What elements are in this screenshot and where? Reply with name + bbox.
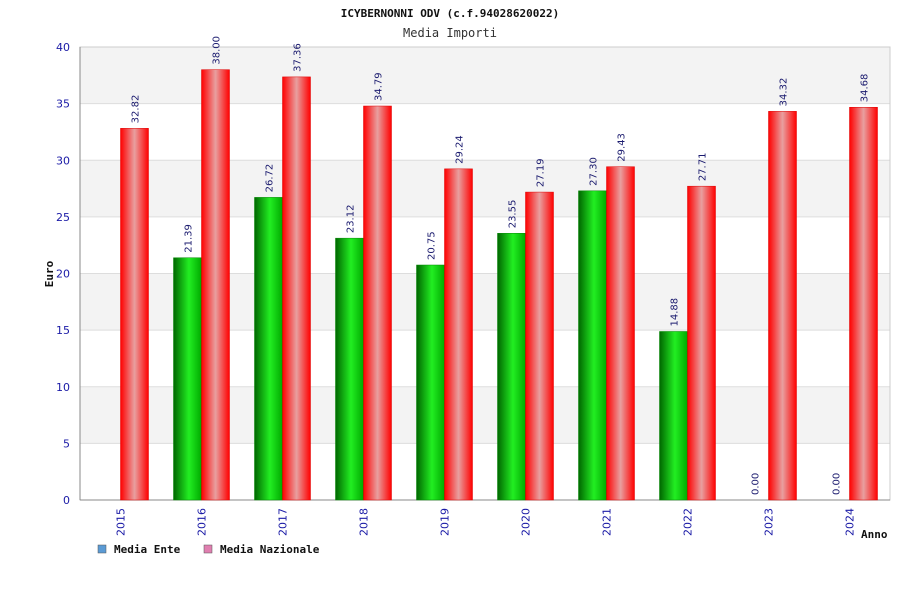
data-label: 26.72 [265, 164, 276, 193]
data-label: 29.43 [617, 133, 628, 162]
data-label: 27.71 [698, 153, 709, 182]
legend-swatch [97, 544, 107, 554]
y-axis-ticks: 0 5 10 15 20 25 30 35 40 [56, 41, 70, 507]
bar-media-nazionale [120, 128, 149, 501]
data-label: 34.68 [860, 74, 871, 103]
data-label: 32.82 [131, 95, 142, 124]
data-label: 20.75 [427, 231, 438, 260]
x-axis-label: Anno [861, 528, 888, 541]
data-label: 34.32 [779, 78, 790, 107]
y-tick-label: 15 [56, 324, 70, 337]
y-tick-label: 40 [56, 41, 70, 54]
data-label: 0.00 [751, 473, 762, 495]
bar-media-nazionale [687, 185, 716, 501]
legend: Media Ente Media Nazionale [97, 543, 320, 556]
y-tick-label: 25 [56, 211, 70, 224]
bar-media-ente [578, 190, 607, 501]
bar-media-nazionale [444, 168, 473, 501]
chart-title: ICYBERNONNI ODV (c.f.94028620022) [341, 7, 560, 20]
x-tick-label: 2022 [682, 508, 695, 536]
bar-media-ente [659, 331, 688, 501]
x-tick-label: 2020 [520, 508, 533, 536]
x-tick-label: 2018 [358, 508, 371, 536]
data-label: 29.24 [455, 135, 466, 164]
data-label: 0.00 [832, 473, 843, 495]
bars [120, 69, 878, 501]
legend-label: Media Ente [114, 543, 181, 556]
x-tick-label: 2021 [601, 508, 614, 536]
x-tick-label: 2023 [763, 508, 776, 536]
y-tick-label: 20 [56, 268, 70, 281]
data-label: 38.00 [212, 36, 223, 65]
bar-media-nazionale [606, 166, 635, 501]
bar-media-nazionale [849, 106, 878, 501]
x-tick-label: 2024 [844, 508, 857, 536]
bar-media-ente [497, 233, 526, 501]
x-tick-label: 2019 [439, 508, 452, 536]
bar-media-nazionale [201, 69, 230, 501]
bar-media-ente [173, 257, 202, 501]
y-tick-label: 5 [63, 437, 70, 450]
bar-media-nazionale [525, 191, 554, 501]
data-label: 21.39 [184, 224, 195, 253]
legend-label: Media Nazionale [220, 543, 320, 556]
data-label: 27.30 [589, 157, 600, 186]
x-axis-ticks: 2015 2016 2017 2018 2019 2020 2021 2022 2023 2024 [115, 508, 857, 536]
data-label: 23.55 [508, 200, 519, 229]
bar-media-ente [416, 264, 445, 501]
data-label: 34.79 [374, 72, 385, 101]
data-label: 14.88 [670, 298, 681, 327]
y-tick-label: 10 [56, 381, 70, 394]
bar-media-nazionale [363, 105, 392, 501]
data-label: 27.19 [536, 158, 547, 187]
x-tick-label: 2017 [277, 508, 290, 536]
x-tick-label: 2016 [196, 508, 209, 536]
data-label: 23.12 [346, 205, 357, 234]
chart-subtitle: Media Importi [403, 26, 497, 40]
y-tick-label: 35 [56, 98, 70, 111]
bar-media-ente [254, 197, 283, 501]
bar-media-ente [335, 237, 364, 501]
y-axis-label: Euro [43, 260, 56, 287]
y-tick-label: 30 [56, 154, 70, 167]
data-label: 37.36 [293, 43, 304, 72]
bar-media-nazionale [282, 76, 311, 501]
bar-media-nazionale [768, 111, 797, 501]
x-tick-label: 2015 [115, 508, 128, 536]
data-labels: 32.82 21.39 38.00 26.72 37.36 23.12 34.79 20.75… [131, 36, 871, 495]
y-tick-label: 0 [63, 494, 70, 507]
legend-swatch [203, 544, 213, 554]
